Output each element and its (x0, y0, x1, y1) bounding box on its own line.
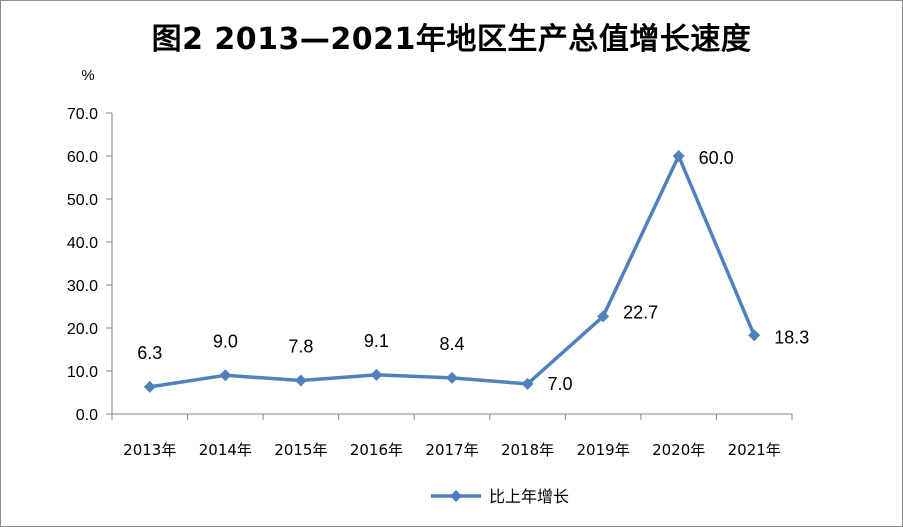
data-label: 18.3 (774, 327, 809, 347)
x-tick-label: 2021年 (728, 441, 781, 459)
x-tick-label: 2014年 (199, 441, 252, 459)
data-point (370, 368, 383, 381)
axes: 0.0 10.0 20.0 30.0 40.0 50.0 60.0 70.0% 2013年 201… (67, 67, 793, 459)
data-label: 9.1 (364, 331, 389, 351)
data-point (748, 329, 761, 342)
y-tick-label: 70.0 (67, 106, 98, 123)
y-tick-label: 30.0 (67, 278, 98, 295)
data-point (143, 380, 156, 393)
x-tick-label: 2019年 (577, 441, 630, 459)
data-point (219, 369, 232, 382)
x-tick-label: 2018年 (501, 441, 554, 459)
chart-title: 图2 2013—2021年地区生产总值增长速度 (151, 22, 752, 57)
legend-label: 比上年增长 (489, 487, 569, 506)
x-tick-label: 2015年 (274, 441, 327, 459)
data-labels: 6.3 9.0 7.8 9.1 8.4 7.0 22.7 60.0 18.3 (137, 148, 809, 394)
x-tick-label: 2017年 (425, 441, 478, 459)
data-label: 22.7 (623, 302, 658, 322)
x-tick-label: 2016年 (350, 441, 403, 459)
data-label: 8.4 (439, 334, 464, 354)
legend: 比上年增长 (431, 487, 569, 506)
data-point (294, 374, 307, 387)
y-tick-label: 60.0 (67, 149, 98, 166)
series-layer (143, 150, 761, 393)
data-point (672, 150, 685, 162)
y-axis-unit: % (81, 67, 94, 84)
y-tick-label: 40.0 (67, 235, 98, 252)
data-point (597, 310, 610, 323)
y-tick-label: 50.0 (67, 192, 98, 209)
y-tick-label: 20.0 (67, 321, 98, 338)
data-label: 6.3 (137, 343, 162, 363)
data-label: 7.8 (288, 336, 313, 356)
data-label: 60.0 (699, 148, 734, 168)
data-label: 9.0 (213, 331, 238, 351)
y-tick-label: 0.0 (76, 407, 98, 424)
x-tick-label: 2013年 (123, 441, 176, 459)
data-point (446, 371, 458, 384)
data-point (521, 377, 534, 390)
legend-marker (450, 490, 462, 502)
y-tick-label: 10.0 (67, 364, 98, 381)
x-tick-label: 2020年 (652, 441, 705, 459)
data-label: 7.0 (548, 374, 573, 394)
